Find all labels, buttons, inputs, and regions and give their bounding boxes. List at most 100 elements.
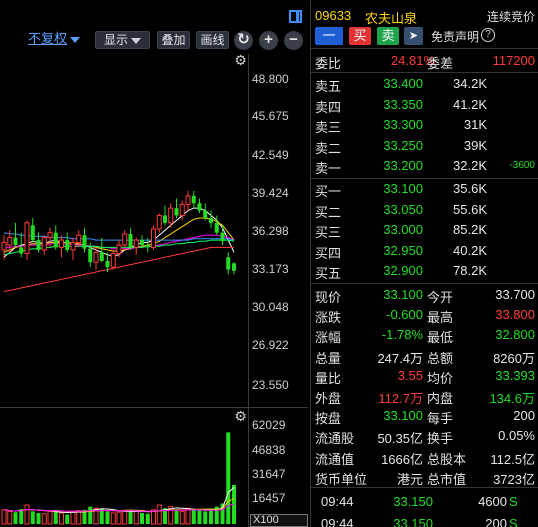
navigate-icon[interactable]: ➤ (404, 27, 423, 45)
panel-layout-icon[interactable] (289, 10, 302, 23)
stat-value: 33.100 (383, 287, 423, 302)
stat-label: 流通值 (315, 451, 355, 467)
bid-level-label: 买一 (315, 184, 342, 199)
volume-bar (93, 507, 99, 525)
volume-bar (140, 512, 144, 524)
stat-value: 3.55 (397, 367, 423, 383)
bid-size: 35.6K (453, 181, 487, 196)
tick-volume: 200 (485, 516, 507, 527)
bid-price: 32.900 (383, 263, 423, 278)
volume-unit-label: X100 (250, 514, 308, 527)
adjust-dropdown[interactable]: 不复权 (28, 31, 81, 49)
sell-button[interactable]: 卖 (377, 27, 399, 45)
price-tick-label: 45.675 (252, 109, 289, 123)
tick-time: 09:44 (321, 516, 354, 527)
help-icon[interactable]: ? (481, 28, 495, 42)
price-tick-label: 23.550 (252, 378, 289, 392)
volume-bar (47, 510, 53, 525)
stat-label: 流通股 (315, 431, 355, 447)
candle-body (226, 257, 231, 270)
candle-body (203, 210, 208, 218)
ask-change: -3600 (509, 160, 535, 171)
chevron-down-icon (131, 37, 141, 44)
tick-side: S (509, 516, 518, 527)
ask-size: 41.2K (453, 96, 487, 112)
volume-bar (88, 506, 93, 524)
volume-bar (105, 511, 110, 524)
tick-price: 33.150 (393, 516, 433, 527)
stock-name: 农夫山泉 (365, 11, 418, 26)
candle-body (65, 240, 70, 250)
volume-bar (13, 512, 18, 524)
display-dropdown[interactable]: 显示 (95, 31, 150, 49)
volume-bar (128, 509, 133, 524)
order-ratio-value: 24.81% (390, 53, 435, 68)
overlay-button[interactable]: 叠加 (157, 31, 190, 49)
candle-body (151, 228, 156, 248)
stat-value: 0.05% (498, 428, 535, 444)
draw-line-button[interactable]: 画线 (196, 31, 229, 49)
stat-value: 33.393 (495, 367, 535, 383)
trading-status: 连续竞价 (487, 10, 536, 24)
zoom-in-button[interactable]: + (259, 31, 278, 50)
disclaimer-link[interactable]: 免责声明 (431, 30, 480, 44)
stat-label: 内盘 (427, 391, 454, 406)
volume-bar (174, 509, 179, 524)
volume-bar (226, 432, 231, 524)
volume-bar (163, 508, 167, 524)
candlestick-chart[interactable] (0, 54, 248, 407)
candle-body (145, 244, 150, 248)
candle-body (168, 207, 174, 224)
divider (311, 487, 538, 488)
candle-body (209, 217, 213, 223)
candle-body (156, 215, 162, 230)
display-label: 显示 (103, 33, 128, 47)
stat-label: 涨跌 (315, 310, 342, 326)
volume-bar (19, 508, 24, 524)
tick-time: 09:44 (321, 494, 354, 509)
ask-level-label: 卖五 (315, 79, 342, 94)
zoom-out-button[interactable]: − (284, 31, 303, 50)
bid-price: 33.050 (383, 201, 423, 217)
candle-body (116, 244, 122, 255)
stat-label: 总市值 (427, 471, 467, 487)
candle-body (7, 237, 13, 246)
ask-size: 32.2K (453, 158, 487, 173)
buy-button[interactable]: 买 (349, 27, 371, 45)
candle-body (13, 237, 18, 245)
candle-body (191, 195, 196, 204)
volume-chart[interactable] (0, 408, 248, 526)
candle-body (179, 203, 185, 217)
ask-size: 31K (463, 117, 487, 132)
stock-code: 09633 (315, 8, 352, 23)
kline-chart-panel[interactable]: 不复权 显示 叠加 画线 ↻ + − ⚙ ⚙ 48.800 45.675 42.… (0, 0, 308, 527)
volume-bar (116, 511, 122, 525)
ask-level-label: 卖一 (315, 161, 342, 176)
price-tick-label: 42.549 (252, 148, 289, 162)
bid-level-label: 买三 (315, 225, 342, 240)
stat-label: 今开 (427, 290, 454, 305)
refresh-icon[interactable]: ↻ (234, 31, 253, 50)
volume-bar (156, 504, 162, 525)
volume-bar (76, 510, 82, 525)
volume-bar (110, 512, 116, 525)
stat-label: 按盘 (315, 411, 342, 427)
price-tick-label: 33.173 (252, 262, 289, 276)
chart-settings-gear-icon[interactable]: ⚙ (234, 52, 247, 68)
candle-body (93, 251, 99, 263)
candle-body (140, 240, 144, 245)
volume-tick-label: 16457 (252, 491, 286, 505)
divider (311, 178, 538, 179)
candle-body (105, 260, 110, 268)
menu-button[interactable]: 一 (315, 27, 343, 45)
volume-bar (145, 513, 150, 524)
candle-body (41, 237, 47, 251)
bid-size: 55.6K (453, 201, 487, 217)
stat-label: 外盘 (315, 391, 342, 406)
bid-size: 78.2K (453, 263, 487, 278)
divider (311, 72, 538, 73)
order-diff-label: 委差 (427, 56, 454, 71)
volume-settings-gear-icon[interactable]: ⚙ (234, 408, 247, 424)
stat-label: 最低 (427, 330, 454, 346)
bid-size: 40.2K (453, 242, 487, 258)
